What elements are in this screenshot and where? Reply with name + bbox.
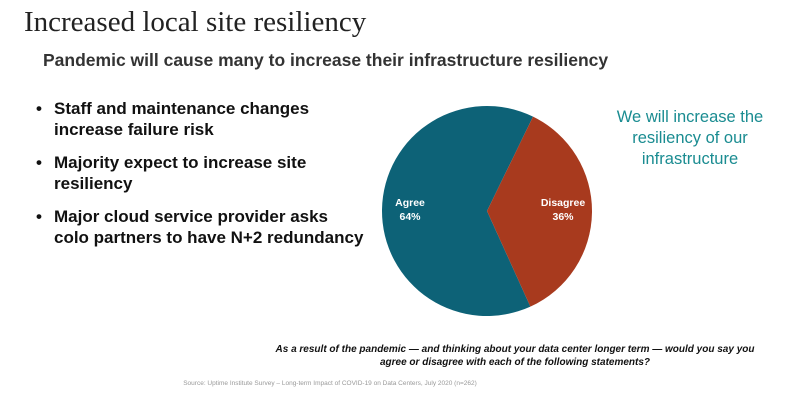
pie-category-label: Agree (395, 197, 425, 209)
slide-subtitle: Pandemic will cause many to increase the… (43, 50, 609, 70)
pie-value-label: 64% (399, 211, 421, 223)
pie-value-label: 36% (552, 211, 574, 223)
bullet-list: Staff and maintenance changes increase f… (36, 98, 366, 260)
bullet-item: Staff and maintenance changes increase f… (36, 98, 366, 140)
source-note: Source: Uptime Institute Survey – Long-t… (183, 380, 477, 387)
bullet-item: Majority expect to increase site resilie… (36, 152, 366, 194)
pie-category-label: Disagree (541, 197, 586, 209)
chart-callout: We will increase the resiliency of our i… (616, 108, 764, 168)
pie-slice-disagree (487, 116, 593, 307)
survey-question: As a result of the pandemic — and thinki… (275, 344, 755, 368)
slide-title: Increased local site resiliency (24, 6, 367, 38)
bullet-item: Major cloud service provider asks colo p… (36, 206, 366, 248)
pie-slice-agree (382, 106, 534, 317)
